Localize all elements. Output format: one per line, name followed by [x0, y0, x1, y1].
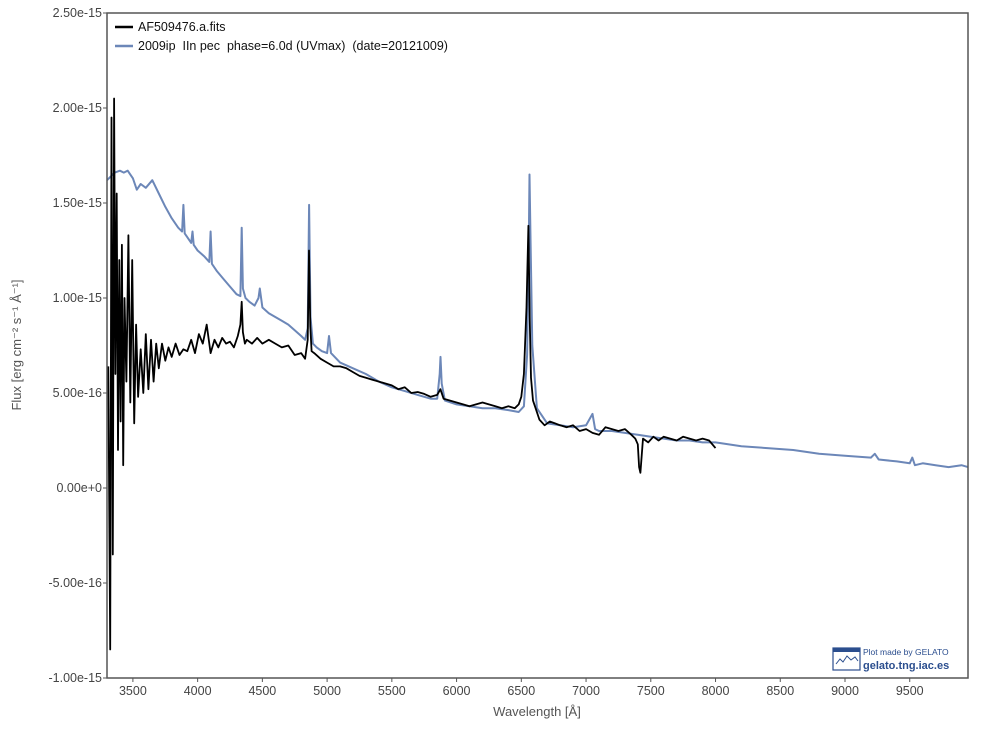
series-line-2: [106, 169, 969, 469]
gelato-credit: Plot made by GELATO gelato.tng.iac.es: [832, 647, 949, 672]
series-line-1: [107, 97, 717, 651]
legend: AF509476.a.fits 2009ip IIn pec phase=6.0…: [115, 20, 448, 53]
credit-line-1: Plot made by GELATO: [863, 647, 949, 657]
y-tick-label: 2.00e-15: [53, 101, 102, 115]
y-tick-label: 1.00e-15: [53, 291, 102, 305]
x-tick-label: 5000: [313, 684, 341, 698]
x-tick-label: 8000: [702, 684, 730, 698]
y-axis-ticks: 2.50e-15 2.00e-15 1.50e-15 1.00e-15 5.00e-16…: [48, 6, 107, 685]
gelato-logo-trace-icon: [835, 655, 859, 665]
x-tick-label: 6000: [443, 684, 471, 698]
y-tick-label: 1.50e-15: [53, 196, 102, 210]
plot-frame: [106, 12, 969, 679]
y-axis-title: Flux [erg cm⁻² s⁻¹ Å⁻¹]: [9, 279, 24, 410]
y-tick-label: 0.00e+0: [56, 481, 102, 495]
x-tick-label: 7500: [637, 684, 665, 698]
x-axis-title: Wavelength [Å]: [493, 704, 581, 719]
x-tick-label: 6500: [507, 684, 535, 698]
legend-label-series-1: AF509476.a.fits: [138, 20, 226, 34]
x-tick-label: 3500: [119, 684, 147, 698]
series-layer: [106, 97, 969, 651]
gelato-logo-band: [833, 648, 860, 652]
credit-line-2: gelato.tng.iac.es: [863, 660, 949, 672]
x-tick-label: 7000: [572, 684, 600, 698]
x-tick-label: 9500: [896, 684, 924, 698]
y-tick-label: 2.50e-15: [53, 6, 102, 20]
y-tick-label: -1.00e-15: [48, 671, 102, 685]
y-tick-label: -5.00e-16: [48, 576, 102, 590]
x-tick-label: 9000: [831, 684, 859, 698]
y-tick-label: 5.00e-16: [53, 386, 102, 400]
x-tick-label: 4500: [248, 684, 276, 698]
x-axis-ticks: 3500 4000 4500 5000 5500 6000 6500 7000 7500 8000…: [119, 678, 924, 698]
x-tick-label: 5500: [378, 684, 406, 698]
legend-label-series-2: 2009ip IIn pec phase=6.0d (UVmax) (date=…: [138, 39, 448, 53]
x-tick-label: 4000: [184, 684, 212, 698]
x-tick-label: 8500: [766, 684, 794, 698]
